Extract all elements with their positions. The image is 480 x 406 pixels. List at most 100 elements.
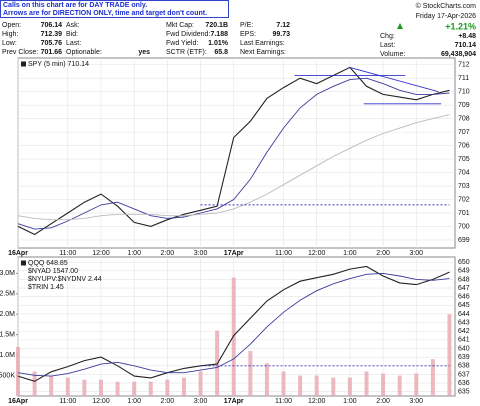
y-tick-label: 705 <box>458 156 470 163</box>
volume-bar <box>430 359 435 396</box>
x-tick-label: 2:00 <box>161 250 175 257</box>
price-line <box>17 77 450 230</box>
y-tick-label: 704 <box>458 169 470 176</box>
price-line <box>17 66 450 236</box>
field-value: 701.66 <box>41 49 63 56</box>
field-value: 7.12 <box>276 22 290 29</box>
field-value: 710.14 <box>455 42 477 49</box>
y-tick-label: 641 <box>458 337 470 344</box>
y-tick-label: 700 <box>458 223 470 230</box>
x-tick-label: 17Apr <box>224 250 244 257</box>
price-line <box>17 272 450 377</box>
volume-bar <box>32 371 37 396</box>
x-tick-label: 12:00 <box>308 250 326 257</box>
x-tick-label: 11:00 <box>275 250 292 257</box>
volume-bar <box>314 375 319 396</box>
x-tick-label: 1:00 <box>127 398 141 405</box>
field-label: Last Earnings: <box>240 40 285 47</box>
y2-tick-label: 1.0M <box>0 352 15 359</box>
legend-swatch <box>21 260 26 266</box>
y-tick-label: 640 <box>458 345 470 352</box>
volume-bar <box>132 381 137 396</box>
legend-label: SPY (5 min) 710.14 <box>28 61 89 68</box>
price-line <box>17 114 450 221</box>
note-line: Calls on this chart are for DAY TRADE on… <box>3 2 147 9</box>
y-tick-label: 646 <box>458 294 470 301</box>
x-tick-label: 2:00 <box>376 398 390 405</box>
field-value: 65.8 <box>214 49 228 56</box>
field-value: 706.14 <box>41 22 63 29</box>
volume-bar <box>347 377 352 396</box>
note-line: Arrows are for DIRECTION ONLY, time and … <box>3 10 207 17</box>
volume-bar <box>181 377 186 396</box>
field-value: 712.39 <box>41 31 63 38</box>
volume-bar <box>264 363 269 396</box>
field-label: Prev Close: <box>2 49 38 56</box>
x-tick-label: 1:00 <box>343 398 357 405</box>
x-tick-label: 12:00 <box>92 250 110 257</box>
y-tick-label: 647 <box>458 285 470 292</box>
y-tick-label: 708 <box>458 115 470 122</box>
x-tick-label: 1:00 <box>343 250 357 257</box>
x-tick-label: 1:00 <box>127 250 141 257</box>
volume-bar <box>98 379 103 396</box>
credit: © StockCharts.com <box>416 2 477 10</box>
up-arrow <box>397 23 403 29</box>
field-label: Next Earnings: <box>240 49 286 56</box>
x-tick-label: 3:00 <box>409 398 423 405</box>
y-tick-label: 644 <box>458 311 470 318</box>
x-tick-label: 2:00 <box>161 398 175 405</box>
y-tick-label: 709 <box>458 102 470 109</box>
y-tick-label: 707 <box>458 129 470 136</box>
y-tick-label: 703 <box>458 183 470 190</box>
y-tick-label: 645 <box>458 302 470 309</box>
y-tick-label: 702 <box>458 196 470 203</box>
y-tick-label: 636 <box>458 380 470 387</box>
volume-bar <box>414 373 419 396</box>
field-value: 720.1B <box>205 22 228 29</box>
volume-bar <box>231 277 236 396</box>
volume-bar <box>298 375 303 396</box>
indicator-label: $NYAD 1547.00 <box>28 268 78 275</box>
volume-bar <box>148 381 153 396</box>
y-tick-label: 637 <box>458 371 470 378</box>
y-tick-label: 635 <box>458 389 470 396</box>
y-tick-label: 710 <box>458 89 470 96</box>
note-box <box>0 0 229 18</box>
field-label: Optionable: <box>66 49 102 56</box>
y-tick-label: 642 <box>458 328 470 335</box>
volume-bar <box>364 371 369 396</box>
field-label: Chg: <box>380 33 395 40</box>
volume-bar <box>49 375 54 396</box>
volume-bar <box>447 314 452 396</box>
volume-bar <box>248 351 253 396</box>
y2-tick-label: 1.5M <box>0 332 15 339</box>
field-label: Last: <box>66 40 81 47</box>
volume-bar <box>397 375 402 396</box>
y-tick-label: 639 <box>458 354 470 361</box>
price-line <box>17 265 450 382</box>
y-tick-label: 706 <box>458 142 470 149</box>
date: Friday 17-Apr-2026 <box>416 13 476 20</box>
volume-bar <box>65 377 70 396</box>
y-tick-label: 649 <box>458 268 470 275</box>
field-label: P/E: <box>240 22 253 29</box>
volume-bar <box>115 381 120 396</box>
y-tick-label: 701 <box>458 210 470 217</box>
volume-bar <box>198 371 203 396</box>
field-value: yes <box>138 49 150 56</box>
x-tick-label: 3:00 <box>194 398 208 405</box>
y2-tick-label: 500K <box>0 372 15 379</box>
volume-bar <box>331 377 336 396</box>
x-tick-label: 3:00 <box>409 250 423 257</box>
field-label: Fwd Yield: <box>166 40 198 47</box>
field-value: 99.73 <box>272 31 290 38</box>
trendline <box>349 66 439 93</box>
field-value: 705.76 <box>41 40 63 47</box>
x-tick-label: 11:00 <box>59 250 76 257</box>
legend-swatch <box>21 61 26 67</box>
field-label: Last: <box>380 42 395 49</box>
field-label: Volume: <box>380 51 405 58</box>
